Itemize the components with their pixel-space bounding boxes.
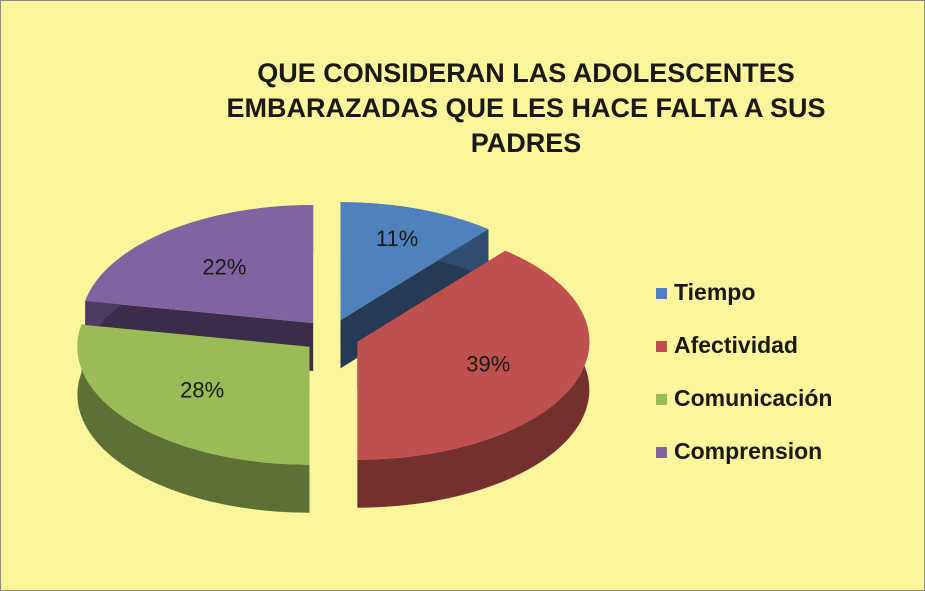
legend-label: Afectividad (674, 332, 798, 358)
legend-swatch (656, 447, 667, 458)
slice-tops (77, 202, 590, 465)
data-label: 39% (466, 351, 510, 376)
slice-side (77, 324, 310, 513)
legend-swatch (656, 288, 667, 299)
slice (77, 324, 310, 465)
slice (357, 250, 590, 460)
data-label: 28% (180, 378, 224, 403)
slice-side (357, 250, 590, 508)
data-label: 11% (376, 226, 418, 251)
chart-title: QUE CONSIDERAN LAS ADOLESCENTES EMBARAZA… (226, 58, 826, 158)
data-label: 22% (202, 254, 246, 279)
legend-label: Comunicación (674, 385, 832, 411)
slice (85, 205, 314, 324)
slice (340, 202, 489, 321)
legend-label: Tiempo (674, 279, 755, 305)
legend-label: Comprension (674, 438, 822, 464)
legend-swatch (656, 341, 667, 352)
legend-swatch (656, 394, 667, 405)
